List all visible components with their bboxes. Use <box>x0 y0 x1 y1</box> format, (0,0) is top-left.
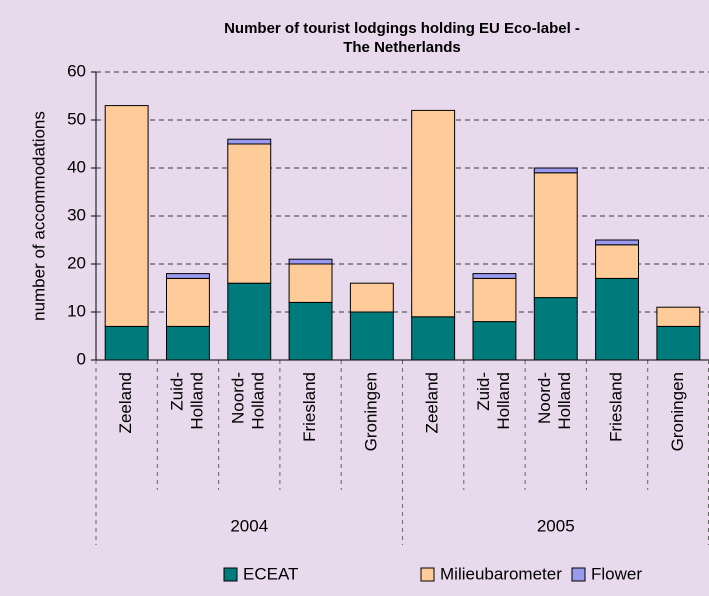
bar-segment <box>533 167 578 174</box>
x-tick-label: Groningen <box>361 372 380 451</box>
bar-segment <box>472 273 517 279</box>
bar-segment <box>227 143 272 284</box>
bar-segment <box>165 277 210 327</box>
bar-segment <box>472 277 517 323</box>
bar-segment <box>595 277 640 361</box>
x-tick-label: Holland <box>555 372 574 430</box>
y-axis-label: number of accommodations <box>29 111 48 321</box>
legend-swatch <box>571 567 586 582</box>
bar-segment <box>411 109 456 318</box>
legend-label: Flower <box>591 564 642 583</box>
bar-segment <box>656 325 701 361</box>
x-tick-label: Zuid- <box>474 372 493 411</box>
x-tick-label: Groningen <box>668 372 687 451</box>
legend-label: ECEAT <box>243 564 298 583</box>
x-tick-label: Noord- <box>229 372 248 424</box>
y-tick-label: 40 <box>67 157 86 176</box>
group-label: 2005 <box>537 516 575 535</box>
legend-swatch <box>223 567 238 582</box>
y-tick-label: 20 <box>67 253 86 272</box>
y-tick-label: 60 <box>67 61 86 80</box>
bar-segment <box>227 138 272 145</box>
x-tick-label: Noord- <box>535 372 554 424</box>
bar-segment <box>411 316 456 361</box>
bar-segment <box>349 282 394 313</box>
y-tick-label: 0 <box>77 349 86 368</box>
chart-title: The Netherlands <box>343 39 461 56</box>
bar-segment <box>104 105 149 327</box>
bar-segment <box>104 325 149 361</box>
x-tick-label: Zuid- <box>167 372 186 411</box>
bar-segment <box>595 239 640 246</box>
bar-segment <box>595 244 640 279</box>
y-tick-label: 30 <box>67 205 86 224</box>
bar-segment <box>288 258 333 265</box>
bar-segment <box>656 306 701 327</box>
x-tick-label: Holland <box>187 372 206 430</box>
group-label: 2004 <box>230 516 268 535</box>
bar-segment <box>349 311 394 361</box>
bar-segment <box>165 273 210 279</box>
bar-segment <box>165 325 210 361</box>
x-tick-label: Friesland <box>300 372 319 442</box>
x-tick-label: Holland <box>249 372 268 430</box>
bar-segment <box>533 297 578 361</box>
y-tick-label: 10 <box>67 301 86 320</box>
bar-segment <box>288 263 333 303</box>
bar-segment <box>288 301 333 361</box>
x-tick-label: Friesland <box>607 372 626 442</box>
legend-swatch <box>420 567 435 582</box>
x-tick-label: Zeeland <box>423 372 442 433</box>
bar-segment <box>227 282 272 361</box>
bar-segment <box>472 321 517 361</box>
x-tick-label: Zeeland <box>116 372 135 433</box>
chart-title: Number of tourist lodgings holding EU Ec… <box>224 20 580 37</box>
y-tick-label: 50 <box>67 109 86 128</box>
bar-segment <box>533 172 578 299</box>
legend-label: Milieubarometer <box>440 564 562 583</box>
x-tick-label: Holland <box>494 372 513 430</box>
